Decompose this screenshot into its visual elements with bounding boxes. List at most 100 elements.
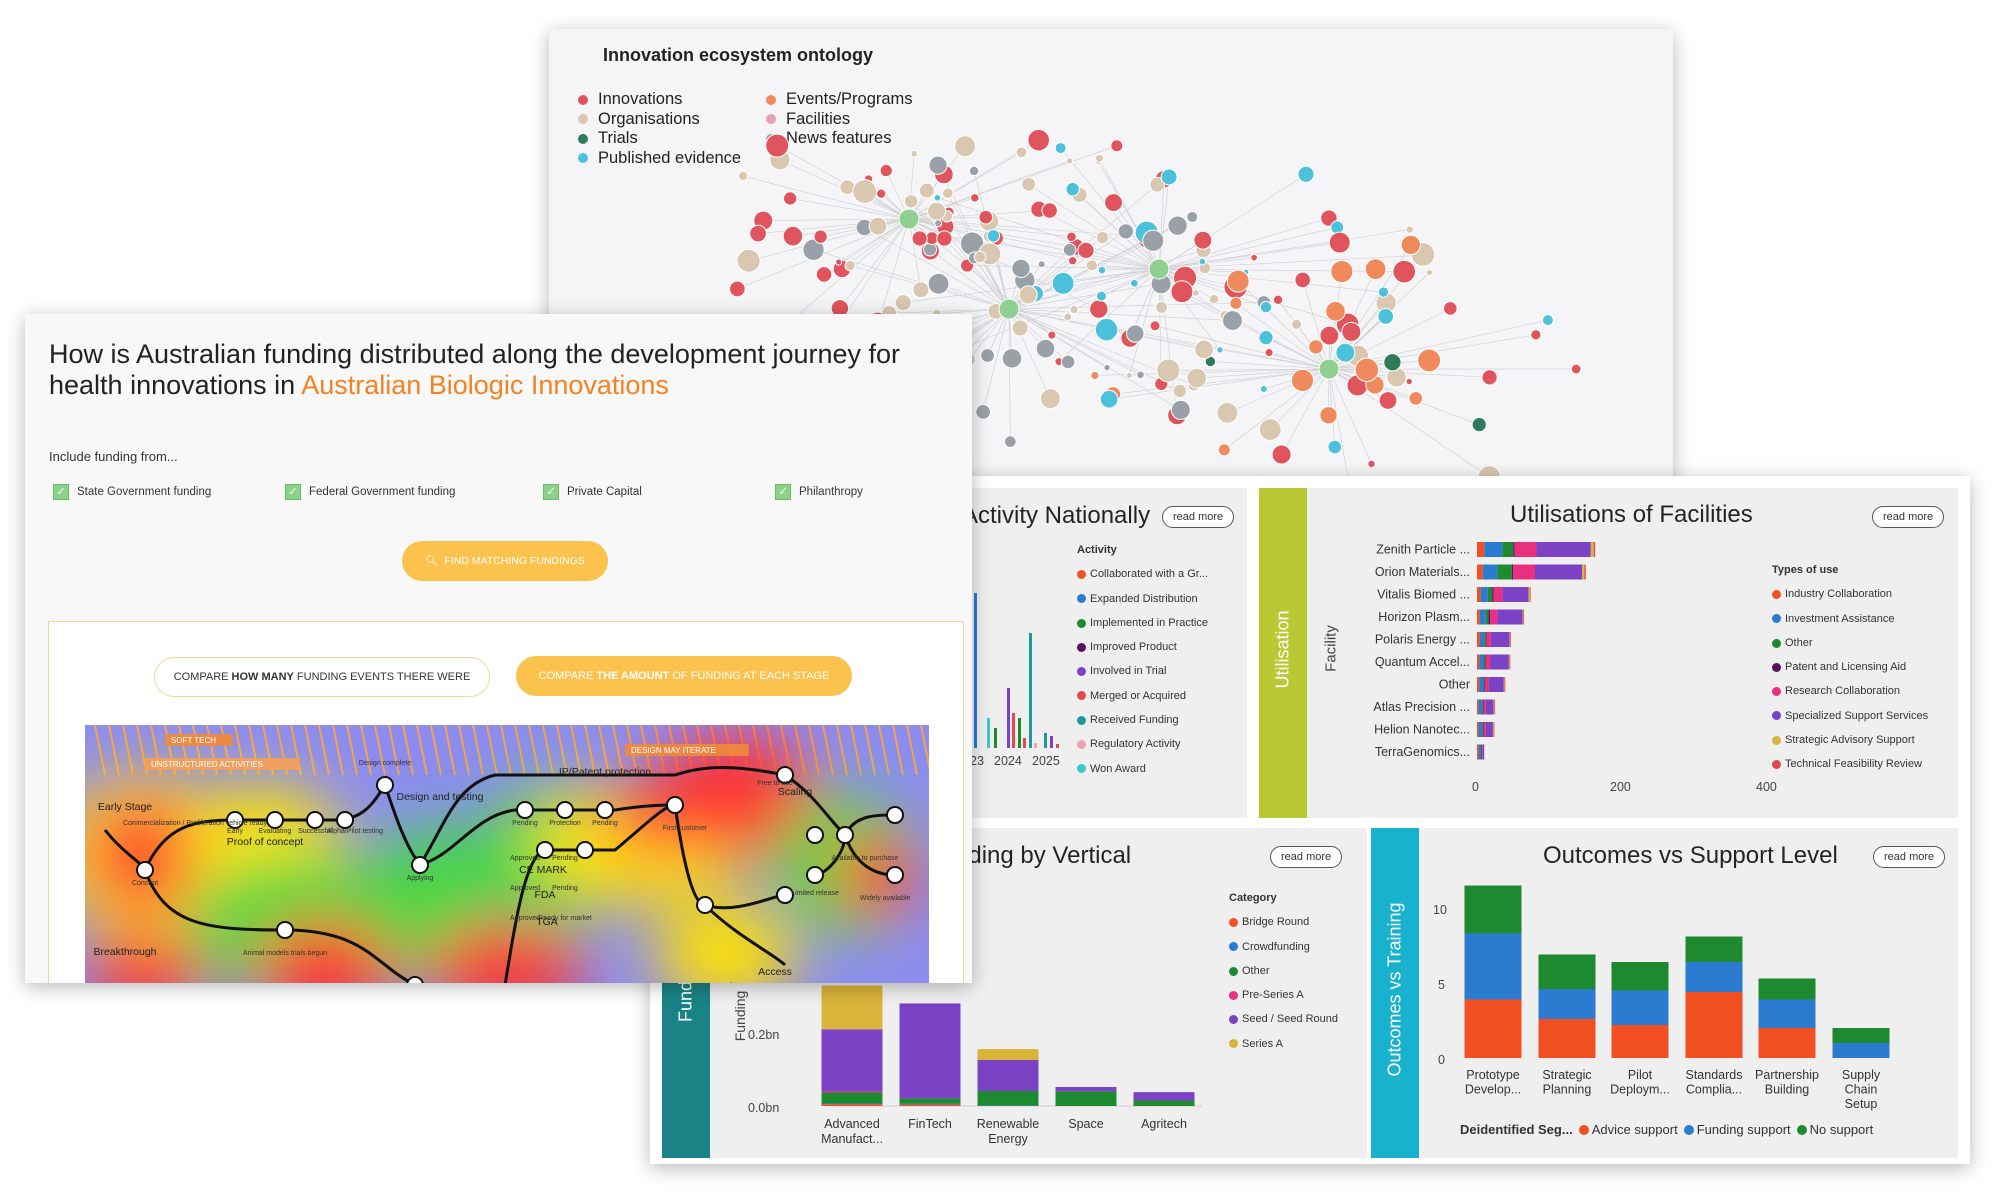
network-node	[911, 230, 928, 247]
hatch-line	[402, 725, 414, 776]
hatch-line	[528, 725, 540, 776]
journey-stage-label: Regulatory Approval	[638, 981, 733, 983]
facility-bar-segment	[1590, 542, 1594, 557]
network-node	[927, 272, 950, 295]
network-node	[1193, 230, 1213, 250]
heatmap-blob	[85, 800, 205, 910]
network-node	[986, 229, 1001, 243]
facility-bar-segment	[1477, 699, 1479, 715]
compare-amount-button[interactable]: COMPARE THE AMOUNT OF FUNDING AT EACH ST…	[516, 656, 852, 696]
find-matching-fundings-button[interactable]: 🔍︎ FIND MATCHING FUNDINGS	[402, 541, 608, 581]
activity-read-more-button[interactable]: read more	[1162, 506, 1235, 528]
facilities-chart: Zenith Particle ... Orion Materials... Vit…	[1373, 542, 1596, 760]
facilities-read-more-button[interactable]: read more	[1872, 506, 1945, 528]
facility-bar-segment	[1477, 609, 1480, 625]
journey-stage-label: CE MARK	[519, 864, 567, 876]
facility-bar-segment	[1485, 632, 1487, 647]
outcomes-x-tick: Supply	[1842, 1068, 1881, 1082]
journey-node	[556, 801, 574, 819]
network-node	[1377, 308, 1395, 325]
hatch-line	[458, 725, 470, 776]
facility-bar-segment	[1477, 677, 1480, 692]
network-node	[1125, 372, 1133, 380]
facility-label: Helion Nanotec...	[1374, 723, 1470, 737]
network-edge	[763, 218, 910, 221]
network-node	[1367, 459, 1376, 469]
journey-node	[666, 796, 684, 814]
network-node	[1011, 319, 1029, 337]
network-node	[1167, 215, 1188, 236]
outcomes-read-more-button[interactable]: read more	[1873, 846, 1946, 868]
facility-bar-segment	[1508, 654, 1510, 670]
facility-bar-segment	[1490, 632, 1510, 647]
funding-question: How is Australian funding distributed al…	[49, 339, 901, 400]
check-icon: ✓	[543, 484, 559, 500]
journey-node	[376, 776, 394, 794]
facility-bar-segment	[1478, 722, 1483, 737]
facility-bar-segment	[1485, 654, 1491, 670]
outcomes-y-tick: 5	[1438, 978, 1445, 992]
hatch-line	[472, 725, 484, 776]
journey-node-label: Limited release	[791, 890, 839, 897]
outcomes-bar-segment	[1758, 1028, 1816, 1058]
vertical-x-tick: Renewable	[977, 1117, 1040, 1131]
vertical-bar-segment	[821, 1029, 883, 1092]
check-icon: ✓	[285, 484, 301, 500]
journey-node-label: Early	[227, 828, 243, 835]
activity-bar	[1056, 744, 1059, 748]
facility-bar-segment	[1478, 744, 1481, 760]
outcomes-bar-segment	[1832, 1028, 1890, 1043]
facilities-x-tick: 200	[1610, 780, 1631, 794]
vertical-bar-segment	[977, 1091, 1039, 1106]
network-node	[1191, 289, 1200, 297]
network-node	[1364, 258, 1387, 280]
network-node	[1216, 346, 1224, 354]
network-node	[1186, 367, 1208, 389]
legend-item-events-programs: Events/Programs	[766, 90, 913, 110]
network-node	[954, 135, 977, 158]
network-node	[978, 209, 994, 225]
activity-bar	[1018, 718, 1021, 748]
hatch-line	[514, 725, 526, 776]
facility-bar-segment	[1490, 654, 1509, 670]
network-node	[975, 404, 991, 420]
network-node	[923, 242, 938, 257]
network-node	[1216, 401, 1239, 424]
journey-node-label: Concept	[132, 880, 158, 887]
hatch-line	[864, 725, 876, 776]
journey-node	[806, 866, 824, 884]
facility-bar-segment	[1483, 699, 1486, 715]
vertical-bar-segment	[899, 1003, 961, 1099]
facility-bar-segment	[1479, 677, 1484, 692]
network-node	[1308, 339, 1324, 355]
network-node	[729, 280, 746, 298]
compare-count-button[interactable]: COMPARE HOW MANY FUNDING EVENTS THERE WE…	[154, 657, 490, 697]
journey-node	[136, 861, 154, 879]
journey-node-label: Approved	[510, 915, 540, 922]
checkbox-philanthropy[interactable]: ✓ Philanthropy	[775, 484, 863, 500]
activity-bar	[1007, 688, 1010, 748]
facility-bar-segment	[1482, 744, 1483, 760]
vertical-read-more-button[interactable]: read more	[1270, 846, 1343, 868]
network-node	[868, 216, 888, 236]
checkbox-state-government[interactable]: ✓ State Government funding	[53, 484, 211, 500]
facility-bar-segment	[1492, 722, 1494, 737]
facility-label: Other	[1439, 678, 1470, 692]
journey-node	[336, 811, 354, 829]
facility-bar-segment	[1487, 587, 1493, 602]
checkbox-federal-government[interactable]: ✓ Federal Government funding	[285, 484, 455, 500]
journey-node	[536, 841, 554, 859]
facility-bar-segment	[1480, 744, 1482, 760]
network-edge	[1328, 316, 1386, 370]
network-node	[936, 230, 953, 247]
checkbox-private-capital[interactable]: ✓ Private Capital	[543, 484, 642, 500]
network-node	[1003, 435, 1017, 448]
outcomes-band: Outcomes vs Training	[1371, 828, 1419, 1158]
journey-stage-label: FDA	[535, 889, 556, 901]
network-edge	[1227, 368, 1330, 414]
network-node	[1095, 153, 1104, 163]
network-node	[1041, 202, 1058, 219]
outcomes-x-tick: Setup	[1845, 1097, 1878, 1111]
facility-bar-segment	[1493, 699, 1495, 715]
